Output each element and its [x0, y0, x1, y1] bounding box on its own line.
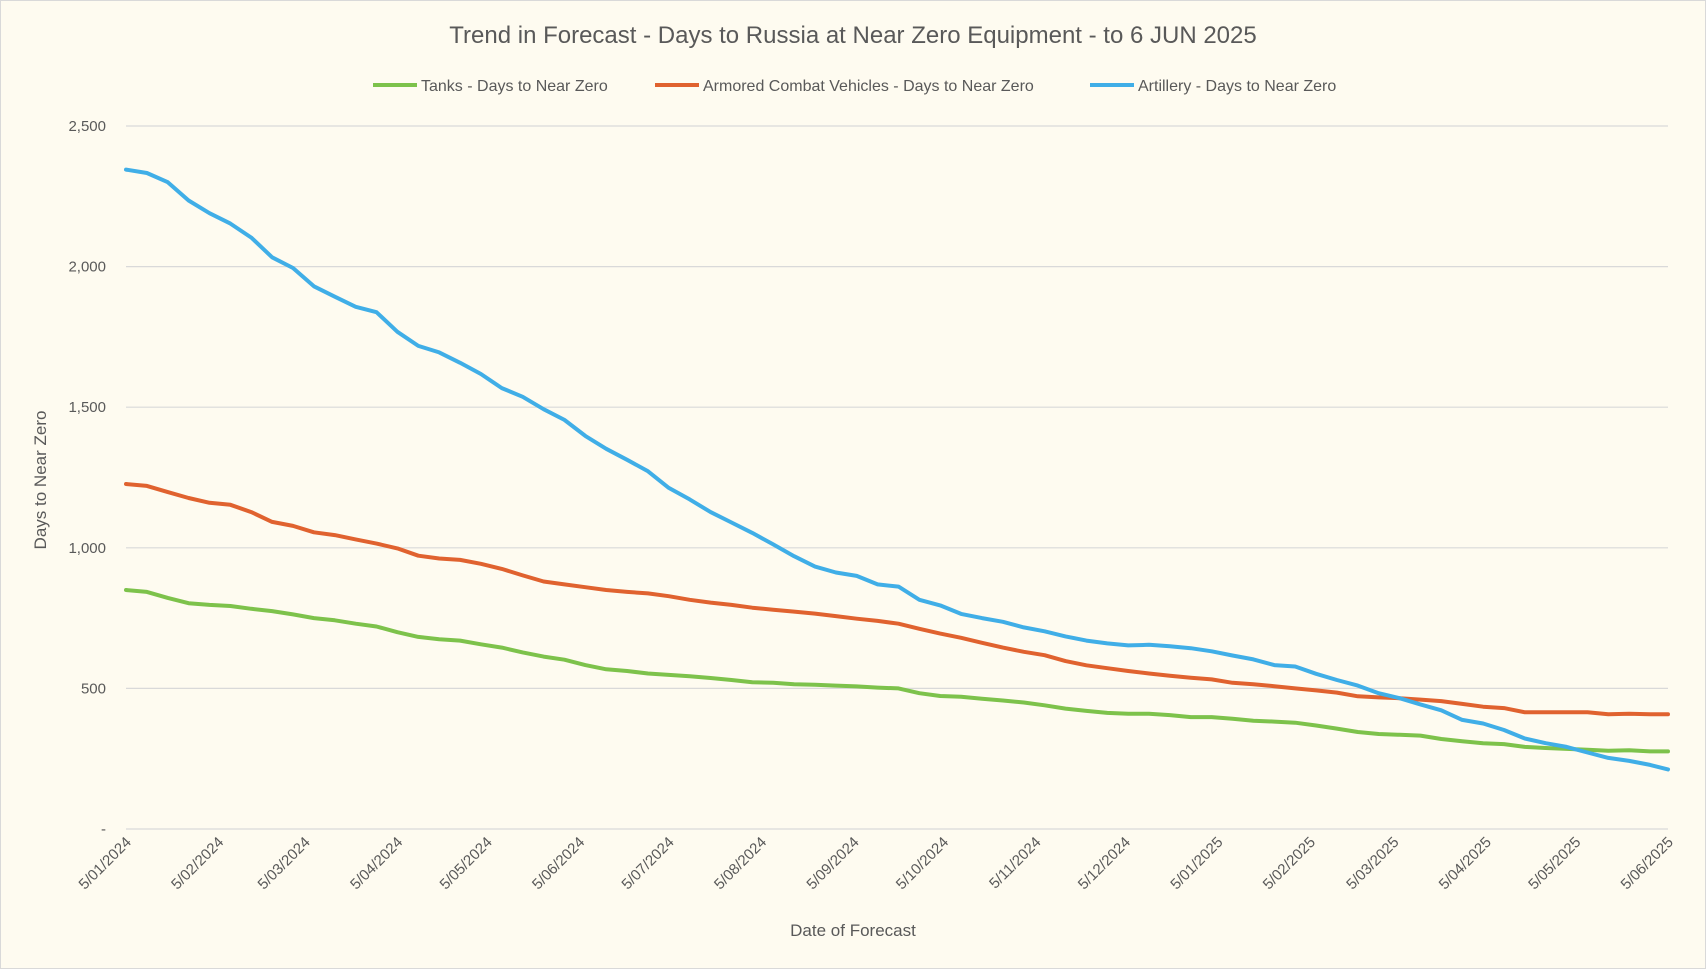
x-tick-label: 5/12/2024: [1075, 834, 1134, 893]
series-line-0: [124, 588, 1670, 754]
x-tick-label: 5/07/2024: [618, 834, 677, 893]
x-tick-label: 5/02/2025: [1260, 834, 1319, 893]
x-axis-title: Date of Forecast: [790, 921, 916, 940]
series-line-2: [124, 167, 1670, 772]
x-tick-label: 5/06/2024: [529, 834, 588, 893]
y-axis-ticks: - 500 1,000 1,500 2,000 2,500: [68, 118, 106, 838]
x-tick-label: 5/02/2024: [168, 834, 227, 893]
legend: Tanks - Days to Near Zero Armored Combat …: [373, 78, 1336, 95]
chart-title: Trend in Forecast - Days to Russia at Ne…: [449, 22, 1256, 49]
legend-label-2: Artillery - Days to Near Zero: [1138, 78, 1336, 95]
x-tick-label: 5/08/2024: [711, 834, 770, 893]
y-tick-label: 1,000: [68, 540, 106, 557]
gridlines: [126, 125, 1668, 830]
x-tick-label: 5/09/2024: [803, 834, 862, 893]
x-tick-label: 5/05/2024: [437, 834, 496, 893]
legend-label-0: Tanks - Days to Near Zero: [421, 78, 608, 95]
y-tick-label: 500: [81, 680, 106, 697]
y-tick-label: -: [101, 821, 106, 838]
y-tick-label: 2,000: [68, 259, 106, 276]
x-tick-label: 5/03/2024: [255, 834, 314, 893]
legend-label-1: Armored Combat Vehicles - Days to Near Z…: [703, 78, 1034, 95]
x-tick-label: 5/11/2024: [986, 834, 1044, 892]
x-tick-label: 5/04/2024: [347, 834, 406, 893]
series-line-1: [124, 482, 1670, 717]
x-tick-label: 5/04/2025: [1436, 834, 1495, 893]
y-tick-label: 1,500: [68, 399, 106, 416]
x-tick-label: 5/01/2025: [1167, 834, 1226, 893]
x-tick-label: 5/10/2024: [893, 834, 952, 893]
x-tick-label: 5/06/2025: [1618, 834, 1677, 893]
x-axis-ticks: 5/01/2024 5/02/2024 5/03/2024 5/04/2024 5/05…: [76, 834, 1677, 893]
y-tick-label: 2,500: [68, 118, 106, 135]
series-lines: [124, 167, 1670, 772]
y-axis-title: Days to Near Zero: [31, 411, 50, 550]
x-tick-label: 5/01/2024: [76, 834, 135, 893]
x-tick-label: 5/03/2025: [1343, 834, 1402, 893]
x-tick-label: 5/05/2025: [1525, 834, 1584, 893]
